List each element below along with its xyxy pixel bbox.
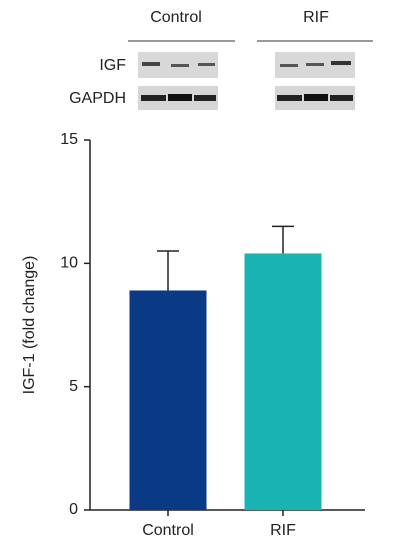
blot-group-label: RIF (303, 9, 329, 26)
y-tick-label: 10 (60, 255, 78, 272)
blot-group-label: Control (150, 9, 202, 26)
blot-band (171, 64, 189, 67)
blot-band (304, 94, 328, 101)
blot-band (306, 63, 324, 66)
blot-band (141, 95, 166, 101)
blot-band (198, 63, 215, 66)
western-blot: Control RIF IGF GAPDH (69, 9, 373, 110)
y-axis-title: IGF-1 (fold change) (21, 256, 38, 395)
blot-band (330, 95, 353, 101)
blot-row-label: GAPDH (69, 90, 126, 107)
blot-band (277, 95, 302, 101)
blot-band (142, 62, 160, 66)
blot-band (331, 61, 351, 65)
blot-band (194, 95, 216, 101)
bar (129, 290, 207, 510)
blot-band (280, 64, 298, 67)
y-tick-label: 0 (69, 501, 78, 518)
x-tick-label: RIF (270, 522, 296, 539)
blot-row-label: IGF (99, 57, 126, 74)
y-tick-label: 5 (69, 378, 78, 395)
blot-band (168, 94, 192, 101)
y-tick-label: 15 (60, 131, 78, 148)
x-tick-label: Control (142, 522, 194, 539)
bar (244, 253, 322, 510)
